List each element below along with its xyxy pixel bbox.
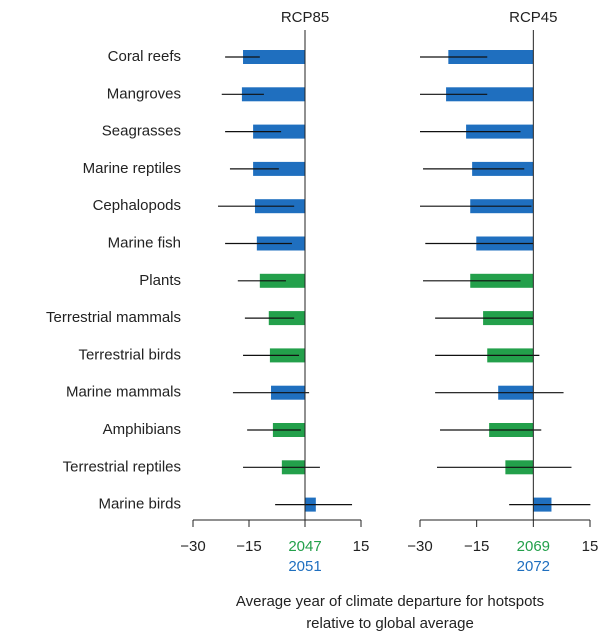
category-label: Amphibians bbox=[103, 421, 181, 438]
category-label: Marine birds bbox=[98, 496, 181, 513]
category-label: Terrestrial reptiles bbox=[63, 458, 181, 475]
category-label: Terrestrial birds bbox=[78, 346, 181, 363]
category-label: Seagrasses bbox=[102, 123, 181, 140]
x-tick-label: −15 bbox=[464, 538, 489, 555]
category-label: Marine reptiles bbox=[83, 160, 181, 177]
bar bbox=[243, 50, 305, 64]
x-axis-label: Average year of climate departure for ho… bbox=[236, 593, 544, 610]
x-tick-label: −15 bbox=[236, 538, 261, 555]
category-label: Marine fish bbox=[108, 234, 181, 251]
category-label: Mangroves bbox=[107, 85, 181, 102]
category-label: Plants bbox=[139, 272, 181, 289]
bar bbox=[241, 87, 305, 102]
category-label: Coral reefs bbox=[108, 48, 181, 65]
x-tick-label: −30 bbox=[407, 538, 432, 555]
x-tick-label: 2069 bbox=[517, 538, 550, 555]
bar bbox=[253, 161, 305, 176]
x-tick-sublabel: 2051 bbox=[288, 558, 321, 575]
category-label: Terrestrial mammals bbox=[46, 309, 181, 326]
panel-title: RCP45 bbox=[509, 9, 557, 26]
x-tick-label: −30 bbox=[180, 538, 205, 555]
bar bbox=[446, 87, 534, 102]
x-tick-sublabel: 2072 bbox=[517, 558, 550, 575]
category-label: Cephalopods bbox=[93, 197, 181, 214]
panel-title: RCP85 bbox=[281, 9, 329, 26]
bar bbox=[448, 50, 534, 64]
category-label: Marine mammals bbox=[66, 384, 181, 401]
x-tick-label: 15 bbox=[353, 538, 370, 555]
x-tick-label: 2047 bbox=[288, 538, 321, 555]
x-tick-label: 15 bbox=[582, 538, 599, 555]
x-axis-label: relative to global average bbox=[306, 615, 474, 632]
